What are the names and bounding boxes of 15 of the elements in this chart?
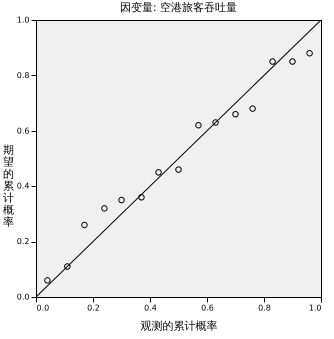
- y-tick-label: 0.4: [16, 182, 30, 191]
- chart-title: 因变量: 空港旅客吞吐量: [120, 1, 238, 14]
- y-axis-title: 期望的累计概率: [3, 144, 14, 228]
- x-tick-label: 0.6: [201, 304, 214, 312]
- y-tick-label: 0.6: [16, 126, 30, 136]
- x-tick-label: 0.2: [87, 304, 100, 312]
- x-axis-title: 观测的累计概率: [140, 320, 218, 332]
- x-tick-label: 1.0: [308, 304, 322, 312]
- x-tick-label: 0.8: [258, 304, 271, 312]
- y-tick-label: 0.2: [16, 237, 30, 246]
- y-tick-label: 1.0: [16, 16, 30, 24]
- y-tick-label: 0.0: [16, 292, 30, 302]
- x-tick-label: 0.0: [36, 304, 50, 312]
- y-tick-label: 0.8: [16, 70, 30, 80]
- x-tick-label: 0.4: [144, 304, 157, 312]
